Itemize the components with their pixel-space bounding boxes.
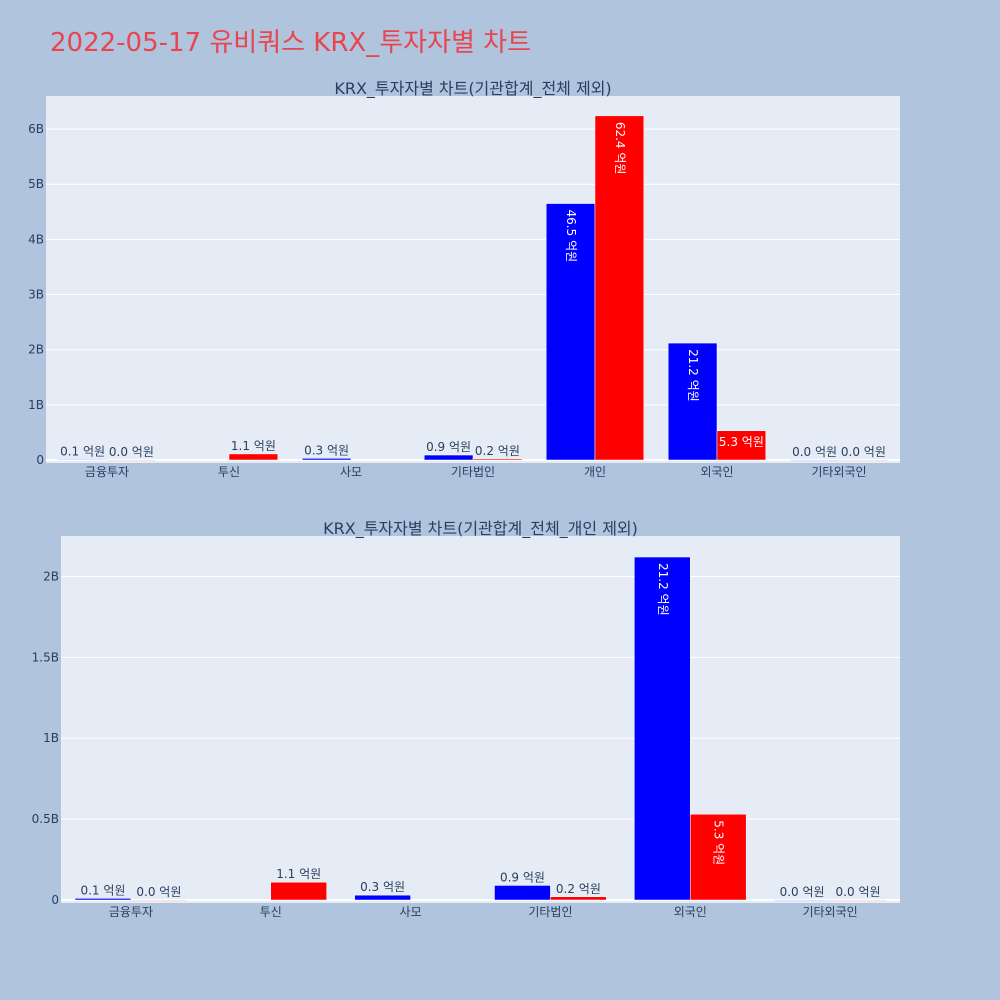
y-tick-label: 0 (36, 453, 44, 467)
bar (106, 459, 157, 461)
x-tick-label: 사모 (400, 905, 422, 919)
x-tick-label: 금융투자 (109, 905, 153, 919)
bar (423, 454, 474, 461)
x-tick-label: 외국인 (700, 465, 733, 479)
bar (789, 459, 840, 461)
bar (690, 814, 747, 901)
page-title: 2022-05-17 유비쿼스 KRX_투자자별 차트 (50, 28, 532, 58)
bar (634, 556, 691, 901)
bar (130, 899, 188, 901)
y-tick-label: 2B (28, 343, 44, 357)
data-label: 0.0 억원 (841, 445, 886, 459)
bar (838, 459, 889, 461)
chart-title: KRX_투자자별 차트(기관합계_전체 제외) (334, 79, 611, 99)
bar (545, 203, 596, 461)
data-label: 0.0 억원 (136, 885, 181, 899)
data-label: 0.3 억원 (360, 880, 405, 894)
x-tick-label: 기타외국인 (802, 905, 857, 919)
chart-top: KRX_투자자별 차트(기관합계_전체 제외) 0 1B 2B 3B 4B 5B 6B 금융투자… (28, 79, 900, 479)
data-label: 46.5 억원 (564, 210, 578, 263)
y-tick-label: 1B (43, 731, 59, 745)
data-label: 0.9 억원 (500, 870, 545, 884)
bar (74, 898, 132, 901)
data-label: 5.3 억원 (712, 820, 726, 865)
data-label: 62.4 억원 (613, 122, 627, 175)
y-tick-label: 6B (28, 122, 44, 136)
x-tick-label: 기타외국인 (811, 465, 866, 479)
data-label: 0.0 억원 (836, 885, 881, 899)
y-tick-label: 5B (28, 177, 44, 191)
data-label: 0.2 억원 (475, 444, 520, 458)
bar (594, 115, 645, 461)
x-tick-label: 금융투자 (85, 465, 129, 479)
x-tick-label: 외국인 (674, 905, 707, 919)
bar (354, 894, 411, 901)
bar (270, 881, 327, 901)
data-label: 0.0 억원 (109, 445, 154, 459)
data-label: 0.9 억원 (426, 440, 471, 454)
plot-area (46, 96, 900, 463)
bar (57, 459, 108, 461)
bar (472, 458, 523, 461)
data-label: 1.1 억원 (276, 867, 321, 881)
data-label: 21.2 억원 (656, 563, 670, 616)
bar (773, 899, 831, 901)
chart-title: KRX_투자자별 차트(기관합계_전체_개인 제외) (323, 519, 638, 539)
plot-area (61, 536, 900, 903)
y-tick-label: 0 (51, 893, 59, 907)
x-tick-label: 투신 (260, 905, 282, 919)
data-label: 0.2 억원 (556, 882, 601, 896)
y-tick-label: 3B (28, 288, 44, 302)
y-tick-label: 0.5B (32, 812, 59, 826)
data-label: 0.1 억원 (60, 444, 105, 458)
data-label: 0.0 억원 (780, 885, 825, 899)
chart-bottom: KRX_투자자별 차트(기관합계_전체_개인 제외) 0 0.5B 1B 1.5B 2B 금… (32, 519, 900, 919)
data-label: 21.2 억원 (686, 349, 700, 402)
data-label: 0.1 억원 (80, 883, 125, 897)
y-tick-label: 1B (28, 398, 44, 412)
bar (301, 458, 352, 461)
data-label: 0.3 억원 (304, 443, 349, 457)
y-tick-label: 1.5B (32, 650, 59, 664)
bar (716, 430, 767, 461)
bar (829, 899, 887, 901)
y-tick-label: 4B (28, 232, 44, 246)
bar (228, 453, 279, 461)
data-label: 1.1 억원 (231, 439, 276, 453)
bar (667, 342, 718, 461)
bar (550, 896, 607, 901)
bar (494, 885, 551, 901)
x-tick-label: 기타법인 (528, 905, 572, 919)
x-tick-label: 기타법인 (451, 465, 495, 479)
x-tick-label: 투신 (218, 465, 240, 479)
data-label: 0.0 억원 (792, 445, 837, 459)
data-label: 5.3 억원 (719, 435, 764, 449)
x-tick-label: 사모 (340, 465, 362, 479)
y-tick-label: 2B (43, 569, 59, 583)
x-tick-label: 개인 (584, 465, 606, 479)
